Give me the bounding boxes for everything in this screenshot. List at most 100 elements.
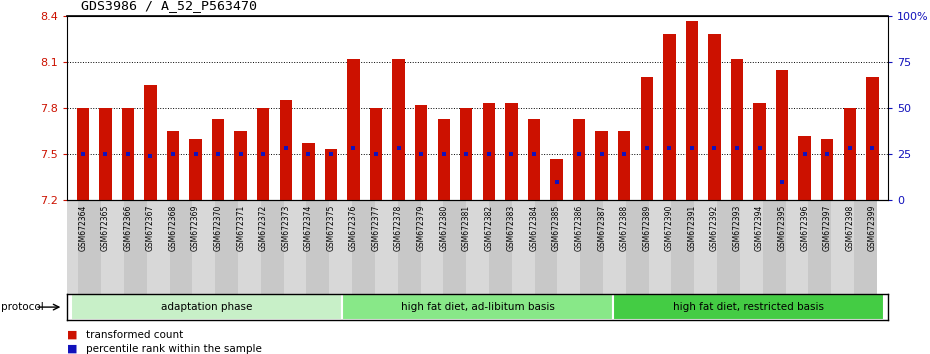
Text: GSM672378: GSM672378 <box>394 205 403 251</box>
Bar <box>821 139 833 200</box>
Text: GSM672370: GSM672370 <box>214 205 222 251</box>
Bar <box>580 200 603 294</box>
Bar <box>166 131 179 200</box>
Text: GSM672365: GSM672365 <box>100 205 110 251</box>
Bar <box>420 200 444 294</box>
Bar <box>573 119 585 200</box>
Text: GSM672376: GSM672376 <box>349 205 358 251</box>
Bar <box>663 34 675 200</box>
Bar <box>215 200 238 294</box>
Text: GSM672394: GSM672394 <box>755 205 764 251</box>
Text: percentile rank within the sample: percentile rank within the sample <box>86 344 261 354</box>
Bar <box>626 200 648 294</box>
Text: GSM672398: GSM672398 <box>845 205 855 251</box>
Bar <box>618 131 631 200</box>
Bar <box>72 294 342 320</box>
Bar <box>147 200 169 294</box>
Bar <box>512 200 535 294</box>
Bar <box>831 200 854 294</box>
Text: GSM672381: GSM672381 <box>462 205 471 251</box>
Bar <box>302 143 314 200</box>
Text: GSM672384: GSM672384 <box>529 205 538 251</box>
Text: ■: ■ <box>67 330 77 339</box>
Bar <box>671 200 695 294</box>
Bar <box>786 200 808 294</box>
Bar <box>415 105 428 200</box>
Bar <box>100 108 112 200</box>
Text: GSM672375: GSM672375 <box>326 205 336 251</box>
Text: GSM672373: GSM672373 <box>281 205 290 251</box>
Text: GSM672377: GSM672377 <box>371 205 380 251</box>
Bar <box>489 200 512 294</box>
Text: GSM672397: GSM672397 <box>823 205 831 251</box>
Bar <box>483 103 495 200</box>
Bar <box>603 200 626 294</box>
Bar <box>535 200 557 294</box>
Text: GSM672367: GSM672367 <box>146 205 155 251</box>
Bar <box>56 200 78 294</box>
Bar <box>731 59 743 200</box>
Bar <box>808 200 831 294</box>
Bar <box>325 149 337 200</box>
Text: GSM672393: GSM672393 <box>733 205 741 251</box>
Bar <box>444 200 466 294</box>
Text: GSM672372: GSM672372 <box>259 205 268 251</box>
Text: GSM672374: GSM672374 <box>304 205 312 251</box>
Bar <box>641 77 653 200</box>
Text: GSM672395: GSM672395 <box>777 205 787 251</box>
Bar <box>122 108 134 200</box>
Bar <box>595 131 608 200</box>
Text: ■: ■ <box>67 344 77 354</box>
Text: GSM672369: GSM672369 <box>191 205 200 251</box>
Text: GSM672391: GSM672391 <box>687 205 697 251</box>
Text: GSM672382: GSM672382 <box>485 205 493 251</box>
Bar <box>212 119 224 200</box>
Text: GSM672380: GSM672380 <box>439 205 448 251</box>
Bar <box>854 200 877 294</box>
Text: GSM672392: GSM672392 <box>710 205 719 251</box>
Text: GSM672379: GSM672379 <box>417 205 426 251</box>
Bar <box>505 103 518 200</box>
Bar <box>329 200 352 294</box>
Bar <box>799 136 811 200</box>
Text: GDS3986 / A_52_P563470: GDS3986 / A_52_P563470 <box>81 0 257 12</box>
Bar <box>557 200 580 294</box>
Bar <box>466 200 489 294</box>
Text: GSM672386: GSM672386 <box>575 205 584 251</box>
Text: GSM672399: GSM672399 <box>868 205 877 251</box>
Bar <box>392 59 405 200</box>
Text: GSM672383: GSM672383 <box>507 205 516 251</box>
Text: GSM672389: GSM672389 <box>643 205 651 251</box>
Bar <box>342 294 613 320</box>
Text: protocol: protocol <box>1 302 44 312</box>
Bar <box>124 200 147 294</box>
Bar <box>76 108 89 200</box>
Text: transformed count: transformed count <box>86 330 183 339</box>
Bar <box>763 200 786 294</box>
Bar <box>280 100 292 200</box>
Bar <box>695 200 717 294</box>
Bar <box>101 200 124 294</box>
Text: GSM672385: GSM672385 <box>552 205 561 251</box>
Bar <box>866 77 879 200</box>
Bar <box>260 200 284 294</box>
Bar <box>307 200 329 294</box>
Bar <box>375 200 398 294</box>
Bar <box>551 159 563 200</box>
Bar <box>284 200 307 294</box>
Bar <box>78 200 101 294</box>
Text: GSM672364: GSM672364 <box>78 205 87 251</box>
Bar <box>776 70 789 200</box>
Text: adaptation phase: adaptation phase <box>161 302 253 312</box>
Text: GSM672396: GSM672396 <box>800 205 809 251</box>
Bar <box>257 108 270 200</box>
Bar <box>190 139 202 200</box>
Text: high fat diet, ad-libitum basis: high fat diet, ad-libitum basis <box>401 302 554 312</box>
Bar <box>740 200 763 294</box>
Text: GSM672387: GSM672387 <box>597 205 606 251</box>
Bar <box>169 200 193 294</box>
Bar <box>234 131 246 200</box>
Bar <box>685 21 698 200</box>
Text: GSM672368: GSM672368 <box>168 205 178 251</box>
Bar <box>437 119 450 200</box>
